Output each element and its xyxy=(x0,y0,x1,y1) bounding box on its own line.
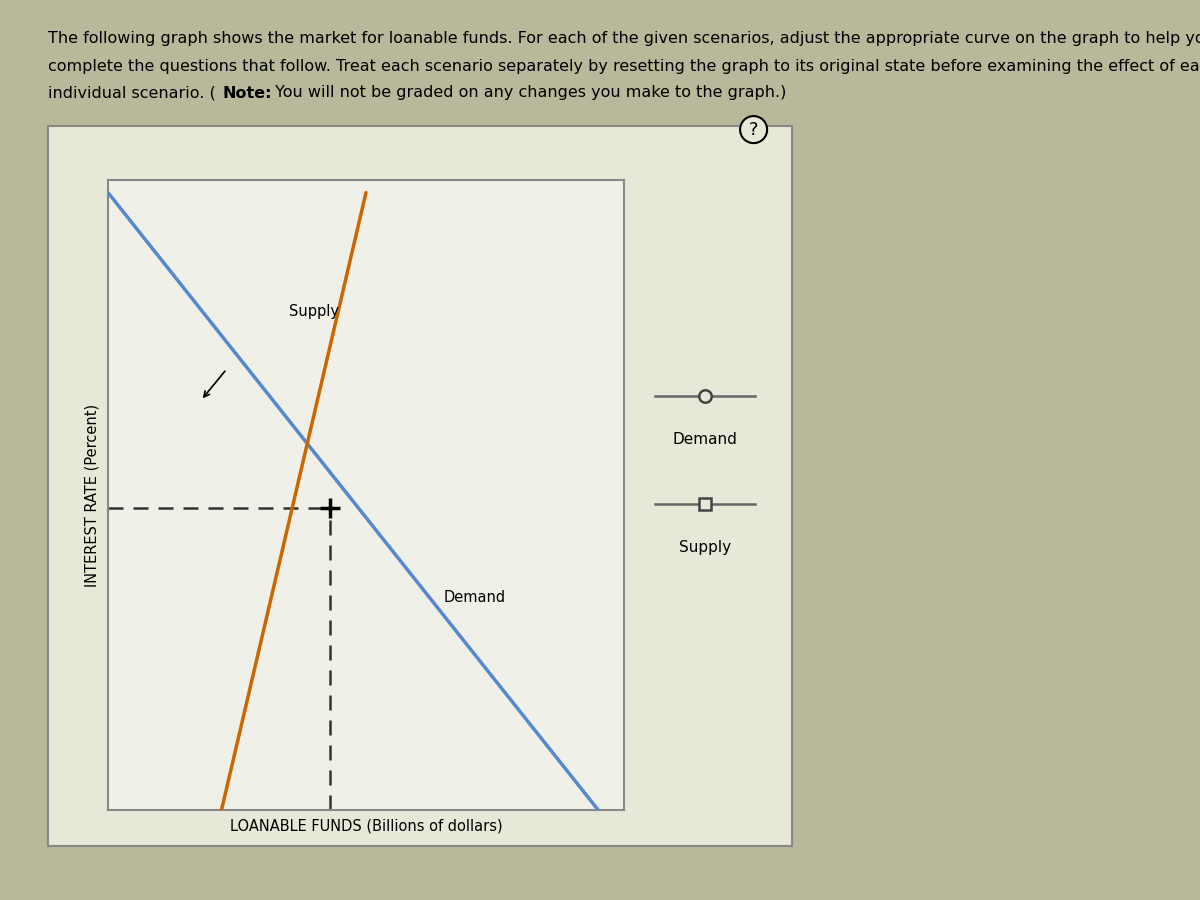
Text: You will not be graded on any changes you make to the graph.): You will not be graded on any changes yo… xyxy=(270,86,786,101)
Text: Demand: Demand xyxy=(672,432,738,447)
Text: Supply: Supply xyxy=(679,540,731,555)
X-axis label: LOANABLE FUNDS (Billions of dollars): LOANABLE FUNDS (Billions of dollars) xyxy=(229,818,503,833)
Y-axis label: INTEREST RATE (Percent): INTEREST RATE (Percent) xyxy=(85,403,100,587)
Text: Note:: Note: xyxy=(222,86,271,101)
Text: individual scenario. (: individual scenario. ( xyxy=(48,86,216,101)
Text: Supply: Supply xyxy=(289,303,340,319)
Text: complete the questions that follow. Treat each scenario separately by resetting : complete the questions that follow. Trea… xyxy=(48,58,1200,74)
Text: Demand: Demand xyxy=(444,590,505,605)
Text: ?: ? xyxy=(749,121,758,139)
Text: The following graph shows the market for loanable funds. For each of the given s: The following graph shows the market for… xyxy=(48,32,1200,47)
